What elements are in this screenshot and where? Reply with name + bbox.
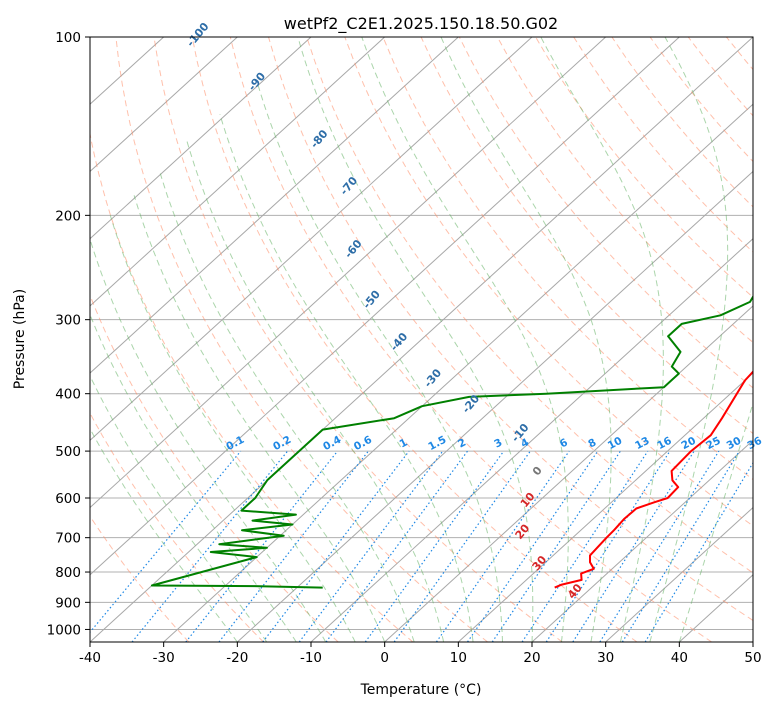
dry-adiabat-label: -40 bbox=[388, 330, 411, 354]
moist-adiabat-line bbox=[441, 37, 611, 642]
x-tick-label: 0 bbox=[380, 650, 389, 666]
moist-adiabat-line bbox=[187, 141, 444, 642]
dry-adiabat-line bbox=[421, 37, 775, 642]
isotherm-line bbox=[0, 37, 311, 642]
x-tick-label: 20 bbox=[523, 650, 540, 666]
y-tick-label: 600 bbox=[55, 491, 81, 507]
dry-adiabat-line bbox=[726, 37, 775, 642]
y-tick-label: 500 bbox=[55, 444, 81, 460]
dry-adiabat-line bbox=[650, 37, 775, 642]
moist-adiabat-label: 10 bbox=[518, 490, 538, 510]
mixing-ratio-line bbox=[436, 451, 569, 642]
dry-adiabat-line bbox=[78, 37, 413, 642]
y-tick-label: 800 bbox=[55, 565, 81, 581]
x-tick-label: 50 bbox=[744, 650, 761, 666]
mixing-ratio-line bbox=[492, 451, 620, 642]
mixing-ratio-label: 0.6 bbox=[352, 434, 374, 453]
y-tick-label: 1000 bbox=[47, 622, 81, 638]
mixing-ratio-label: 0.2 bbox=[271, 434, 293, 453]
mixing-ratio-line bbox=[546, 451, 670, 642]
isotherm-line bbox=[0, 37, 606, 642]
x-tick-label: 30 bbox=[597, 650, 614, 666]
grid-layer bbox=[0, 37, 775, 642]
dry-adiabat-line bbox=[497, 37, 775, 642]
dry-adiabat-line bbox=[612, 37, 775, 642]
dry-adiabat-line bbox=[269, 37, 775, 642]
x-tick-label: -10 bbox=[300, 650, 322, 666]
dry-adiabat-label: -70 bbox=[337, 174, 360, 198]
isotherm-line bbox=[0, 37, 237, 642]
y-tick-label: 300 bbox=[55, 313, 81, 329]
mixing-ratio-line bbox=[573, 451, 694, 642]
mixing-ratio-label: 30 bbox=[725, 435, 744, 452]
x-tick-label: -30 bbox=[153, 650, 175, 666]
x-tick-label: 10 bbox=[450, 650, 467, 666]
mixing-ratio-label: 3 bbox=[492, 436, 504, 450]
isotherm-line bbox=[90, 37, 753, 642]
mixing-ratio-label: 0.4 bbox=[321, 434, 343, 453]
mixing-ratio-line bbox=[600, 451, 719, 642]
y-tick-label: 200 bbox=[55, 208, 81, 224]
x-axis-label: Temperature (°C) bbox=[360, 682, 482, 698]
mixing-ratio-line bbox=[263, 451, 409, 642]
mixing-ratio-line bbox=[622, 451, 739, 642]
mixing-ratio-label: 36 bbox=[745, 435, 764, 452]
y-tick-label: 400 bbox=[55, 387, 81, 403]
mixing-ratio-line bbox=[132, 451, 288, 642]
mixing-ratio-label: 1.5 bbox=[426, 434, 448, 453]
moist-adiabat-line bbox=[88, 234, 325, 642]
x-tick-label: 40 bbox=[671, 650, 688, 666]
dry-adiabat-label: -100 bbox=[184, 20, 212, 50]
y-axis-label: Pressure (hPa) bbox=[12, 289, 28, 389]
x-tick-label: -40 bbox=[79, 650, 101, 666]
dry-adiabat-label: -90 bbox=[246, 70, 269, 94]
mixing-ratio-line bbox=[365, 451, 503, 642]
mixing-ratio-label: 13 bbox=[633, 435, 652, 452]
moist-adiabat-line bbox=[298, 37, 533, 642]
x-tick-label: -20 bbox=[226, 650, 248, 666]
dry-adiabat-label: -10 bbox=[509, 421, 532, 445]
mixing-ratio-label: 16 bbox=[655, 435, 674, 452]
dry-adiabat-label: -60 bbox=[342, 237, 365, 261]
dry-adiabat-line bbox=[765, 37, 775, 642]
moist-adiabat-line bbox=[69, 257, 296, 642]
moist-adiabat-label: 30 bbox=[530, 553, 550, 573]
isotherm-line bbox=[0, 37, 385, 642]
dry-adiabat-label: -80 bbox=[308, 127, 331, 151]
mixing-ratio-label: 6 bbox=[558, 436, 570, 450]
dry-adiabat-label: -30 bbox=[421, 366, 444, 390]
isotherm-line bbox=[753, 37, 775, 642]
mixing-ratio-line bbox=[468, 451, 598, 642]
dry-adiabat-line bbox=[192, 37, 637, 642]
mixing-ratio-label: 1 bbox=[398, 436, 410, 450]
mixing-ratio-layer bbox=[82, 451, 760, 642]
dry-adiabat-label: -50 bbox=[360, 288, 383, 312]
dry-adiabat-line bbox=[688, 37, 775, 642]
mixing-ratio-label: 2 bbox=[456, 436, 468, 450]
y-tick-label: 900 bbox=[55, 595, 81, 611]
moist-adiabat-line bbox=[541, 37, 664, 642]
y-tick-label: 100 bbox=[55, 30, 81, 46]
moist-adiabat-label: 0 bbox=[530, 464, 545, 478]
moist-adiabat-line bbox=[31, 288, 238, 642]
y-tick-label: 700 bbox=[55, 531, 81, 547]
mixing-ratio-label: 0.1 bbox=[224, 434, 246, 453]
mixing-ratio-line bbox=[82, 451, 241, 642]
isotherm-line bbox=[16, 37, 679, 642]
moist-adiabat-line bbox=[258, 84, 503, 642]
dry-adiabat-line bbox=[536, 37, 775, 642]
moist-adiabat-line bbox=[134, 195, 385, 642]
isotherm-line bbox=[164, 37, 775, 642]
chart-title: wetPf2_C2E1.2025.150.18.50.G02 bbox=[284, 14, 558, 34]
